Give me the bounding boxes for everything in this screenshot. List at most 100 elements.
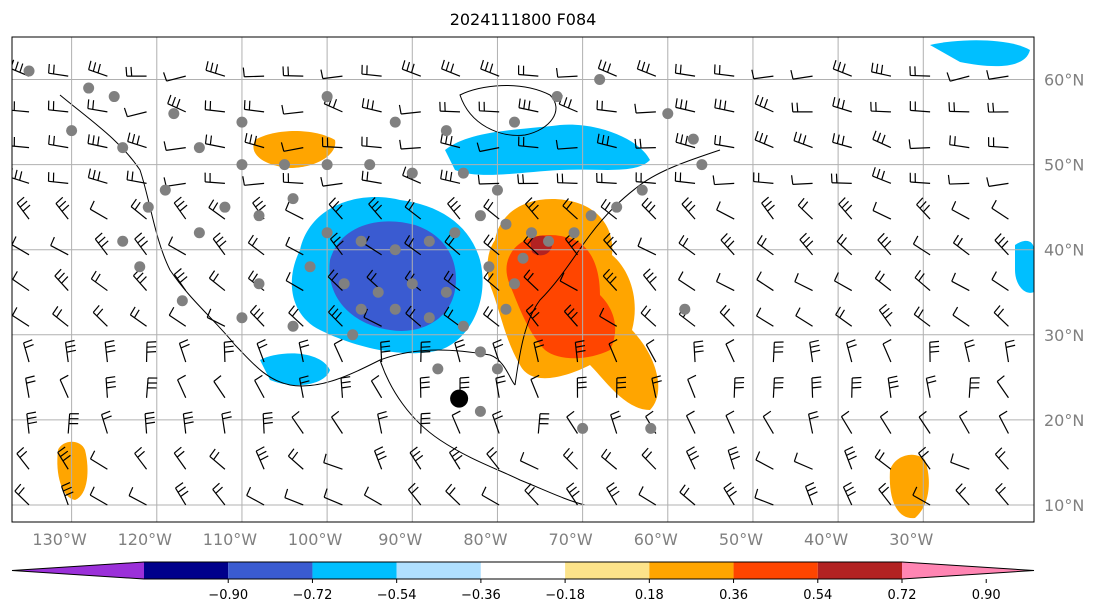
station-marker bbox=[645, 422, 657, 434]
wind-barb bbox=[1004, 339, 1016, 363]
wind-barb bbox=[363, 486, 382, 506]
wind-barb bbox=[712, 175, 735, 186]
wind-barb bbox=[687, 374, 697, 398]
wind-barb bbox=[246, 486, 265, 506]
wind-barb bbox=[794, 272, 813, 292]
wind-barb bbox=[89, 200, 108, 220]
longitude-label: 30°W bbox=[889, 530, 933, 549]
colorbar-bin bbox=[228, 562, 313, 579]
wind-barb bbox=[12, 307, 30, 327]
wind-barb bbox=[284, 488, 304, 506]
wind-barb bbox=[525, 303, 540, 327]
wind-barb bbox=[636, 59, 657, 77]
wind-barb bbox=[440, 133, 461, 149]
wind-barb bbox=[492, 410, 503, 434]
wind-barb bbox=[60, 482, 74, 506]
station-marker bbox=[585, 210, 597, 222]
station-marker bbox=[176, 295, 188, 307]
wind-barb bbox=[995, 482, 1009, 506]
station-marker bbox=[355, 303, 367, 315]
latitude-label: 50°N bbox=[1044, 156, 1084, 175]
graticule bbox=[12, 37, 1034, 522]
wind-barb bbox=[87, 99, 108, 113]
colorbar-extend-low bbox=[12, 562, 144, 579]
wind-barb bbox=[330, 232, 344, 256]
wind-barb bbox=[64, 339, 77, 363]
wind-barb bbox=[878, 303, 893, 327]
station-marker bbox=[662, 108, 674, 120]
wind-barb bbox=[761, 196, 775, 220]
wind-barb bbox=[323, 488, 343, 506]
station-marker bbox=[696, 159, 708, 171]
station-marker bbox=[543, 235, 555, 247]
wind-barb bbox=[562, 198, 578, 220]
wind-barb bbox=[373, 446, 387, 470]
wind-barb bbox=[249, 304, 265, 327]
station-marker bbox=[474, 405, 486, 417]
wind-barb bbox=[282, 66, 304, 77]
colorbar-tick-label: −0.72 bbox=[293, 588, 333, 603]
wind-barb bbox=[994, 447, 1009, 470]
wind-barb bbox=[255, 446, 269, 470]
latitude-label: 10°N bbox=[1044, 496, 1084, 515]
wind-barb bbox=[791, 175, 813, 185]
wind-barb bbox=[681, 197, 696, 220]
station-marker bbox=[594, 74, 606, 86]
wind-barb bbox=[320, 69, 343, 80]
wind-barb bbox=[173, 446, 187, 470]
longitude-label: 120°W bbox=[118, 530, 173, 549]
wind-barb bbox=[909, 172, 931, 184]
station-marker bbox=[23, 65, 35, 77]
wind-barb bbox=[951, 272, 970, 292]
wind-barb bbox=[846, 339, 857, 363]
wind-barb bbox=[991, 199, 1009, 220]
wind-barb bbox=[799, 232, 814, 256]
colorbar-tick-label: −0.90 bbox=[208, 588, 248, 603]
wind-barb bbox=[405, 305, 422, 327]
station-marker bbox=[142, 201, 154, 213]
wind-barb bbox=[842, 481, 856, 506]
wind-barb bbox=[175, 482, 189, 506]
longitude-label: 90°W bbox=[378, 530, 422, 549]
wind-barb bbox=[280, 142, 304, 152]
colorbar-bin bbox=[565, 562, 650, 579]
wind-barb bbox=[555, 139, 578, 150]
wind-barb bbox=[918, 410, 931, 434]
wind-barb bbox=[754, 131, 774, 149]
wind-barb bbox=[443, 306, 461, 327]
wind-barb bbox=[483, 198, 500, 220]
wind-barb bbox=[725, 339, 735, 363]
wind-barb bbox=[370, 374, 383, 399]
shaded-field-layer bbox=[57, 40, 1034, 519]
wind-barb bbox=[986, 177, 1009, 187]
wind-barb bbox=[637, 237, 657, 256]
wind-barb bbox=[716, 201, 735, 220]
wind-barb bbox=[606, 482, 620, 506]
wind-barb bbox=[55, 196, 70, 220]
wind-barb bbox=[951, 200, 970, 220]
wind-barb bbox=[16, 446, 30, 470]
wind-barb bbox=[870, 62, 892, 77]
wind-barb bbox=[100, 410, 112, 434]
wind-barb bbox=[675, 98, 696, 113]
wind-barb bbox=[832, 133, 852, 149]
wind-barb bbox=[134, 446, 148, 470]
wind-barb bbox=[576, 376, 587, 398]
wind-barb bbox=[751, 69, 774, 80]
wind-barb bbox=[566, 482, 580, 506]
longitude-label: 80°W bbox=[463, 530, 507, 549]
station-marker bbox=[253, 278, 265, 290]
wind-barb bbox=[12, 271, 30, 292]
station-marker bbox=[321, 91, 333, 103]
wind-barb bbox=[380, 340, 391, 363]
wind-barb bbox=[727, 446, 740, 470]
wind-barb bbox=[204, 172, 225, 184]
wind-barb bbox=[212, 482, 226, 506]
negative-field-gulf bbox=[260, 353, 330, 386]
wind-barb bbox=[601, 448, 618, 470]
station-marker bbox=[474, 346, 486, 358]
wind-barb bbox=[641, 197, 657, 220]
wind-barb bbox=[282, 172, 304, 184]
wind-barb bbox=[882, 339, 892, 363]
station-marker bbox=[219, 201, 231, 213]
